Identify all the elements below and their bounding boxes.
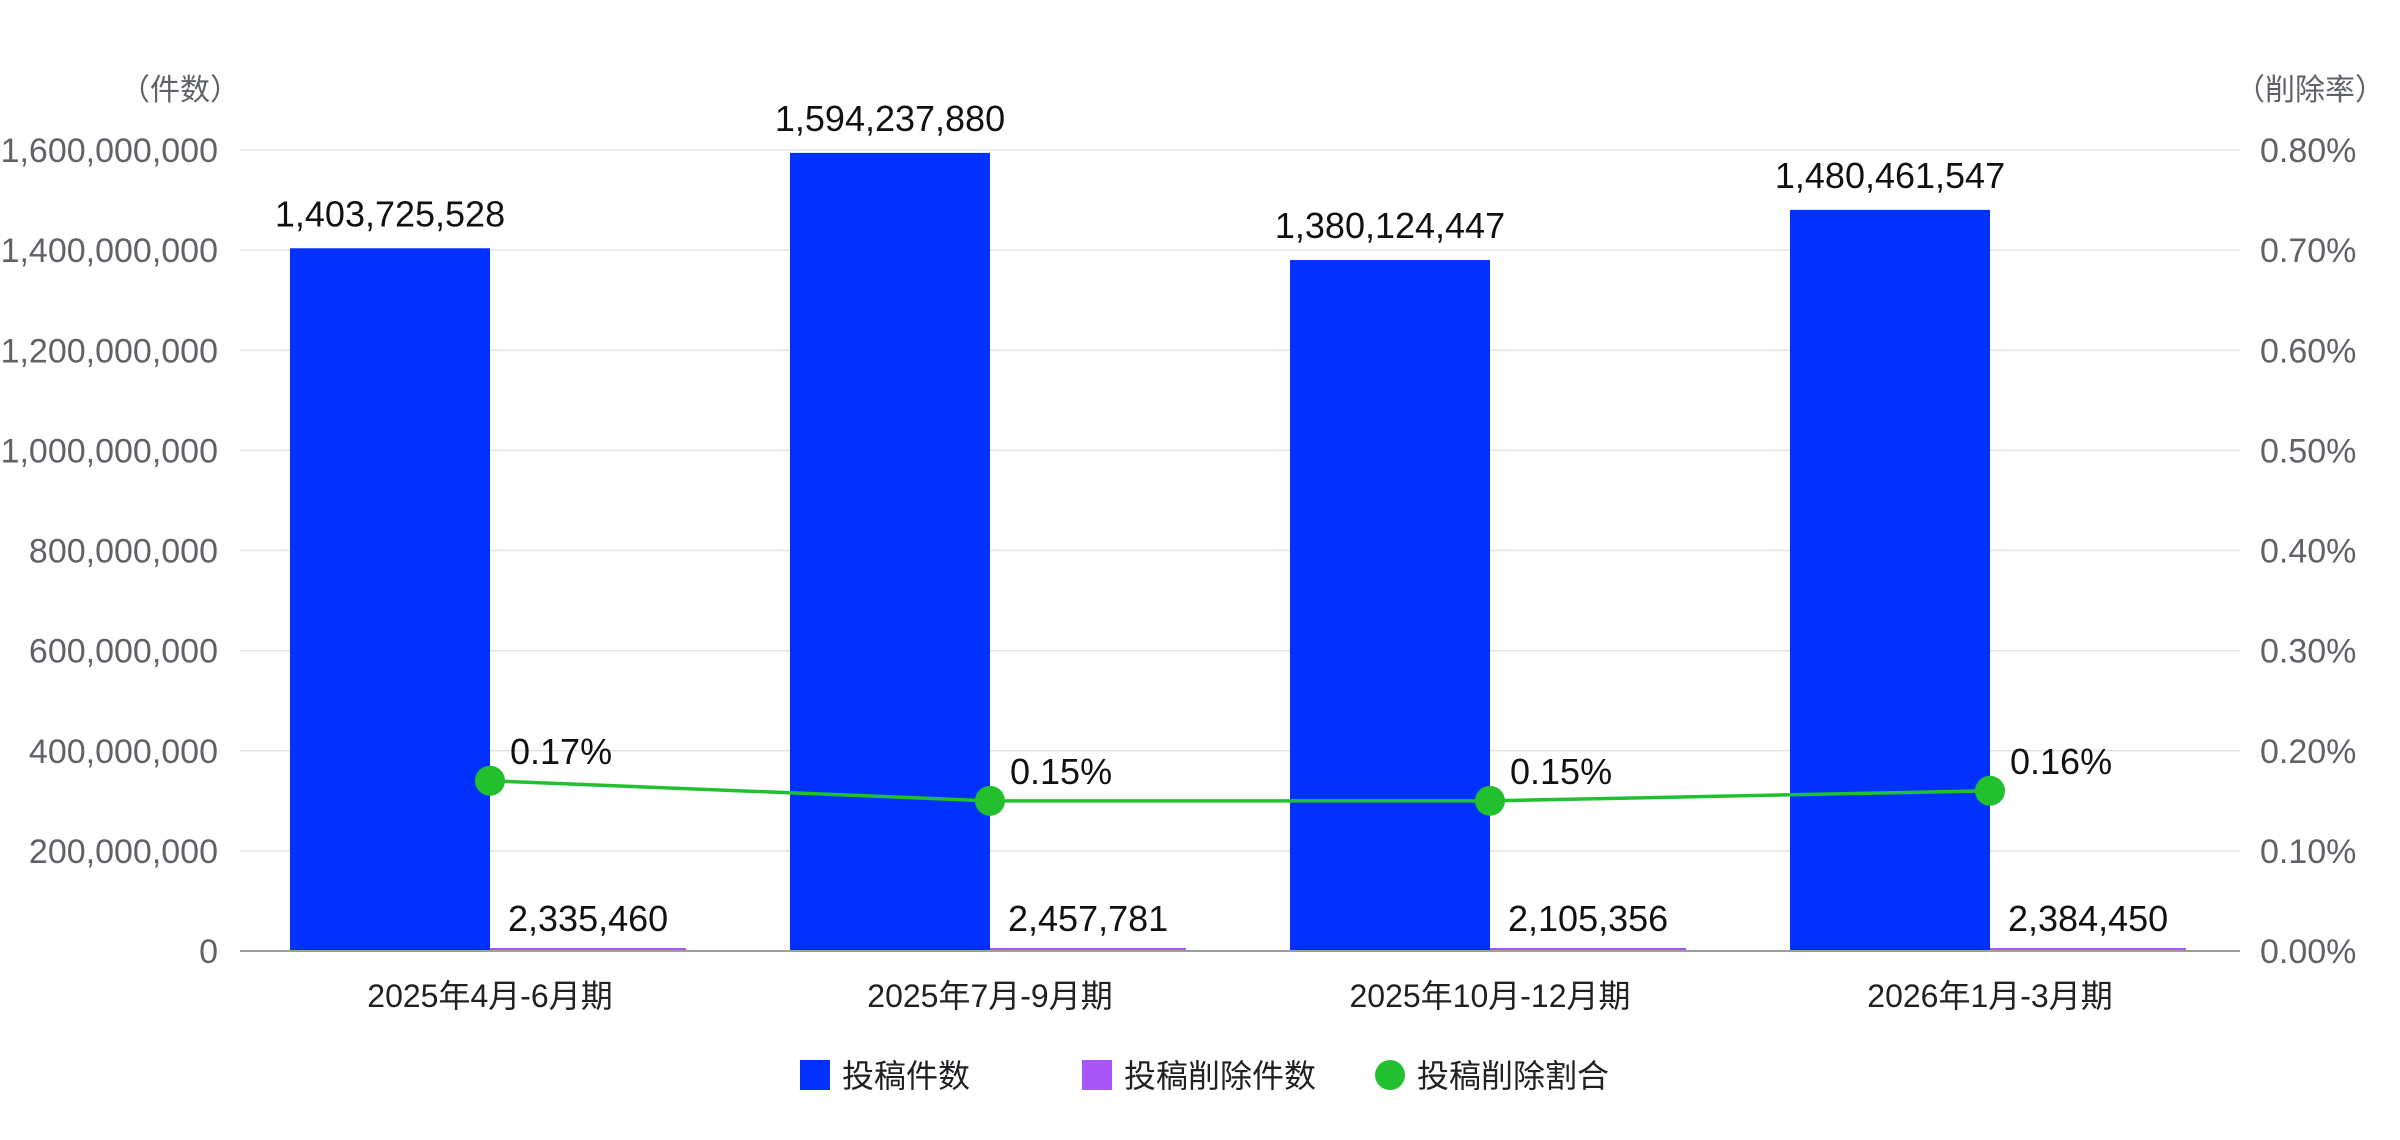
right-axis-unit-label: （削除率） bbox=[2235, 74, 2385, 107]
deletion-rate-label: 0.15% bbox=[1510, 751, 1612, 792]
post-count-bar bbox=[1790, 209, 1990, 951]
post-count-bar bbox=[790, 152, 990, 952]
legend-label: 投稿削除件数 bbox=[1124, 1058, 1316, 1094]
right-axis-tick: 0.70% bbox=[2260, 232, 2356, 270]
deletion-rate-point bbox=[475, 765, 505, 796]
deletion-rate-label: 0.16% bbox=[2010, 741, 2112, 782]
right-axis-tick: 0.20% bbox=[2260, 733, 2356, 771]
deleted-count-label: 2,384,450 bbox=[2008, 898, 2168, 939]
left-axis-tick: 1,200,000,000 bbox=[1, 332, 218, 370]
right-axis-tick: 0.50% bbox=[2260, 432, 2356, 470]
legend-label: 投稿削除割合 bbox=[1417, 1058, 1609, 1094]
data-labels: 1,403,725,528 2,335,460 2025年4月-6月期 1,594,2… bbox=[275, 98, 2168, 1014]
deleted-count-label: 2,457,781 bbox=[1008, 898, 1168, 939]
left-axis-tick: 600,000,000 bbox=[29, 633, 218, 671]
post-count-label: 1,380,124,447 bbox=[1275, 205, 1505, 246]
right-axis-tick: 0.00% bbox=[2260, 933, 2356, 971]
deleted-count-bar bbox=[990, 948, 1186, 951]
left-axis-tick: 200,000,000 bbox=[29, 833, 218, 871]
bars bbox=[290, 152, 2186, 952]
left-axis-unit-label: （件数） bbox=[120, 74, 240, 107]
legend-swatch bbox=[800, 1060, 830, 1090]
left-axis-tick: 1,400,000,000 bbox=[1, 232, 218, 270]
x-axis-category-label: 2026年1月-3月期 bbox=[1867, 978, 2112, 1014]
legend-swatch bbox=[1375, 1060, 1405, 1090]
deletion-rate-label: 0.17% bbox=[510, 731, 612, 772]
rate-line bbox=[475, 765, 2005, 816]
right-axis-tick: 0.30% bbox=[2260, 633, 2356, 671]
post-count-label: 1,480,461,547 bbox=[1775, 155, 2005, 196]
right-axis-tick: 0.60% bbox=[2260, 332, 2356, 370]
deleted-count-bar bbox=[1990, 948, 2186, 951]
right-axis-tick: 0.80% bbox=[2260, 132, 2356, 170]
deletion-rate-line bbox=[489, 779, 1991, 803]
left-axis-tick: 400,000,000 bbox=[29, 733, 218, 771]
deleted-count-bar bbox=[490, 948, 686, 951]
deleted-count-bar bbox=[1490, 948, 1686, 951]
left-axis-tick: 1,000,000,000 bbox=[1, 432, 218, 470]
deletion-rate-point bbox=[1975, 775, 2005, 806]
deletion-rate-label: 0.15% bbox=[1010, 751, 1112, 792]
post-count-bar bbox=[290, 248, 490, 952]
gridlines bbox=[240, 149, 2240, 852]
deletion-rate-point bbox=[1475, 785, 1505, 816]
x-axis-category-label: 2025年4月-6月期 bbox=[367, 978, 612, 1014]
left-axis-tick: 1,600,000,000 bbox=[1, 132, 218, 170]
legend-label: 投稿件数 bbox=[842, 1058, 970, 1094]
post-count-label: 1,594,237,880 bbox=[775, 98, 1005, 139]
post-count-bar bbox=[1290, 260, 1490, 951]
right-axis-tick: 0.10% bbox=[2260, 833, 2356, 871]
deleted-count-label: 2,335,460 bbox=[508, 898, 668, 939]
legend-swatch bbox=[1082, 1060, 1112, 1090]
deletion-rate-point bbox=[975, 785, 1005, 816]
deleted-count-label: 2,105,356 bbox=[1508, 898, 1668, 939]
left-axis-tick: 0 bbox=[199, 933, 218, 971]
x-axis-category-label: 2025年10月-12月期 bbox=[1349, 978, 1630, 1014]
x-axis-category-label: 2025年7月-9月期 bbox=[867, 978, 1112, 1014]
post-count-label: 1,403,725,528 bbox=[275, 193, 505, 234]
axes: （件数） （削除率） 0 0.00% 200,000,000 0.10% 400,000… bbox=[1, 74, 2385, 971]
right-axis-tick: 0.40% bbox=[2260, 533, 2356, 571]
legend: 投稿件数 投稿削除件数 投稿削除割合 bbox=[800, 1058, 1609, 1094]
left-axis-tick: 800,000,000 bbox=[29, 533, 218, 571]
